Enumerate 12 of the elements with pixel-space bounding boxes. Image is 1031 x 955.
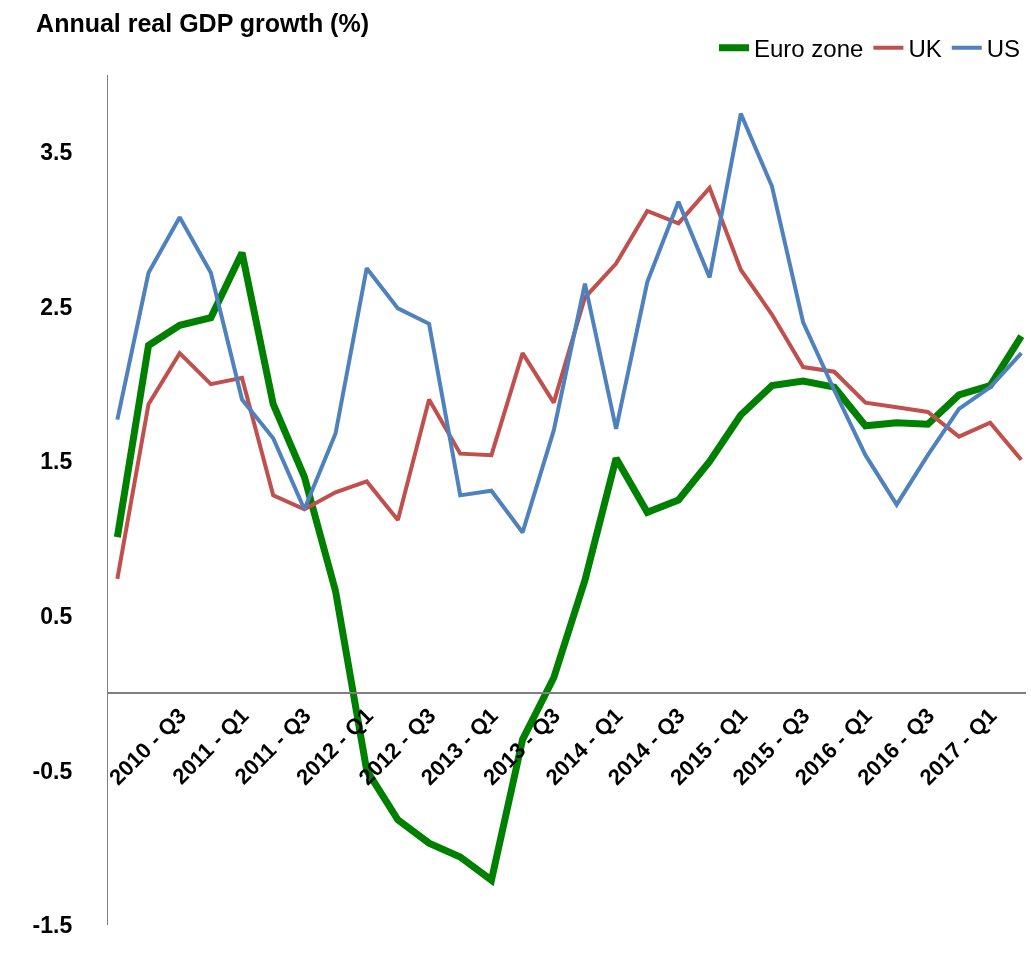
legend-label: US [986,35,1021,63]
y-tick-label: -0.5 [32,757,73,784]
line-series [115,111,1024,535]
legend-label: UK [908,35,942,63]
line-series [115,185,1024,581]
y-tick-label: 2.5 [40,293,73,320]
y-tick-label: 0.5 [40,602,73,629]
y-tick-label: 3.5 [40,139,73,166]
y-tick-label: 1.5 [40,448,73,475]
chart-title: Annual real GDP growth (%) [36,8,369,37]
y-tick-label: -1.5 [32,912,73,939]
legend-label: Euro zone [754,35,864,63]
